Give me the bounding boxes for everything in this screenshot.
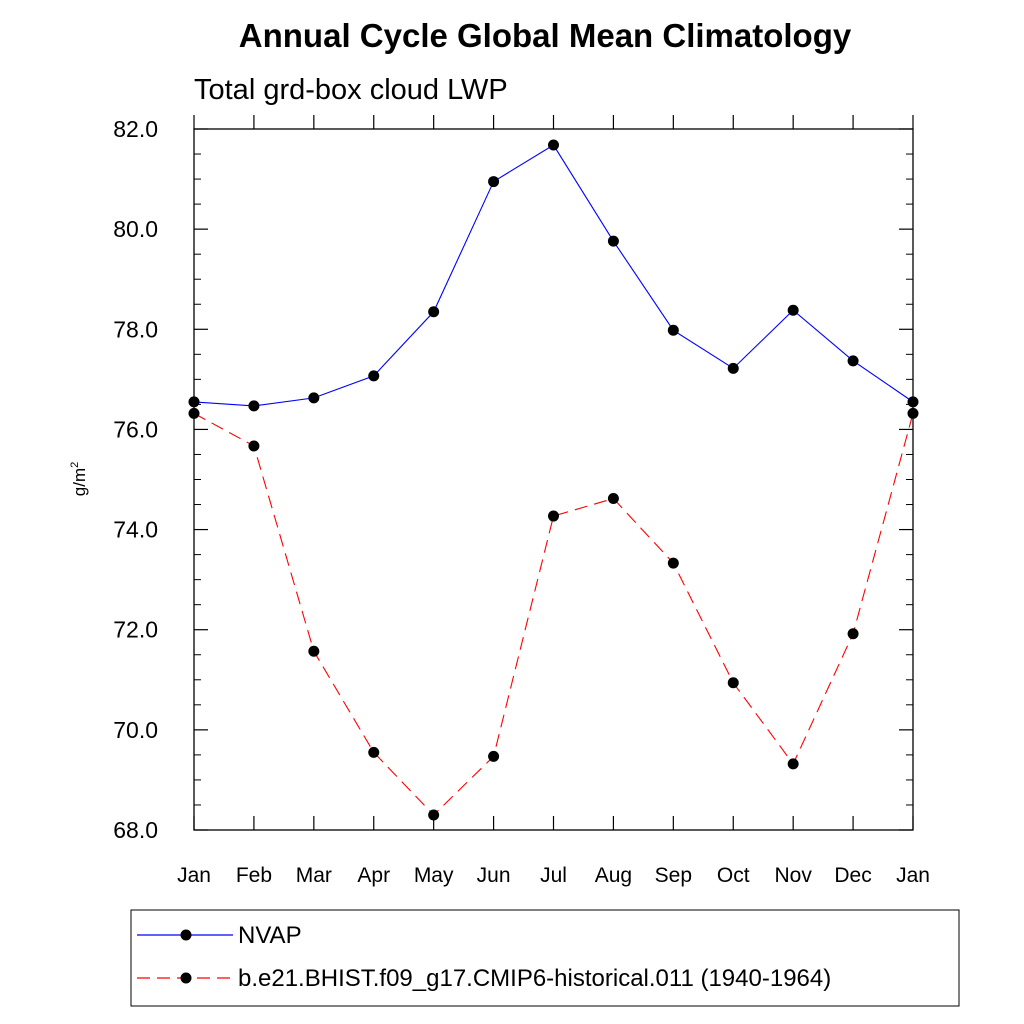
x-tick-label: May [414, 864, 454, 887]
y-tick-label: 70.0 [113, 717, 158, 743]
y-tick-label: 82.0 [113, 116, 158, 142]
series-2-point [907, 407, 919, 419]
series-2-point [368, 746, 380, 758]
series-1-point [607, 235, 619, 247]
legend-marker-2 [180, 972, 192, 984]
plot-frame [193, 128, 914, 831]
series-2-point [488, 750, 500, 762]
y-tick-label: 78.0 [113, 316, 158, 342]
series-1-point [488, 176, 500, 188]
x-tick-label: Dec [834, 864, 871, 887]
y-tick-label: 68.0 [113, 817, 158, 843]
x-tick-label: Feb [236, 864, 272, 887]
series-2-point [248, 440, 260, 452]
y-tick-label: 76.0 [113, 416, 158, 442]
x-tick-label: Jul [540, 864, 567, 887]
series-1-point [308, 392, 320, 404]
y-tick-label: 72.0 [113, 617, 158, 643]
series-line-2 [193, 412, 914, 816]
series-2-point [667, 557, 679, 569]
series-1-point [428, 306, 440, 318]
y-tick-label: 80.0 [113, 216, 158, 242]
y-tick-label: 74.0 [113, 517, 158, 543]
series-1-point [368, 370, 380, 382]
series-1-point [787, 304, 799, 316]
x-tick-label: Nov [774, 864, 812, 887]
chart-title: Annual Cycle Global Mean Climatology [239, 17, 852, 54]
x-tick-label: Apr [357, 864, 390, 887]
legend-box [130, 909, 960, 1007]
series-1-point [727, 362, 739, 374]
series-layer [188, 139, 919, 821]
x-tick-labels: Jan Feb Mar Apr May Jun Jul Aug Sep Oct Nov Dec Jan [177, 864, 930, 887]
y-axis-label: g/m2 [69, 462, 89, 496]
legend-label-2: b.e21.BHIST.f09_g17.CMIP6-historical.011… [238, 965, 831, 992]
x-tick-label: Aug [595, 864, 632, 887]
series-2-point [308, 645, 320, 657]
series-2-point [188, 407, 200, 419]
series-2-point [428, 809, 440, 821]
x-tick-label: Sep [655, 864, 692, 887]
series-2-point [727, 677, 739, 689]
series-1-point [188, 396, 200, 408]
series-2-point [607, 493, 619, 505]
axis-ticks [193, 115, 914, 831]
chart-subtitle: Total grd-box cloud LWP [194, 74, 508, 106]
x-tick-label: Jan [896, 864, 930, 887]
x-tick-label: Jan [177, 864, 211, 887]
y-tick-labels: 68.0 70.0 72.0 74.0 76.0 78.0 80.0 82.0 [113, 116, 158, 843]
x-tick-label: Jun [477, 864, 511, 887]
series-2-point [548, 510, 559, 522]
series-2-point [787, 758, 799, 770]
series-2-point [847, 628, 859, 640]
legend: NVAP b.e21.BHIST.f09_g17.CMIP6-historical… [130, 909, 960, 1007]
series-1-point [847, 355, 859, 367]
series-1-point [667, 324, 679, 336]
legend-marker-1 [180, 929, 192, 941]
series-1-point [248, 400, 260, 412]
x-tick-label: Oct [717, 864, 750, 887]
legend-label-1: NVAP [238, 922, 302, 949]
x-tick-label: Mar [296, 864, 332, 887]
series-1-point [548, 139, 559, 151]
series-line-1 [193, 144, 914, 407]
series-1-point [907, 396, 919, 408]
